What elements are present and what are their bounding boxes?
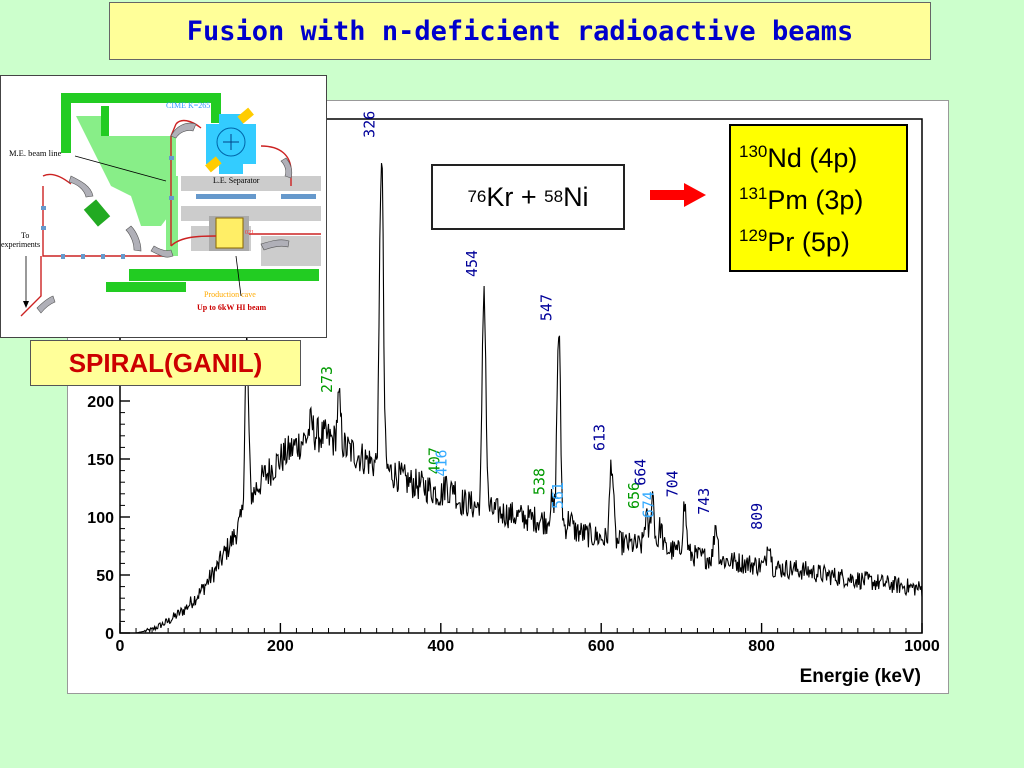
product-pr: 129Pr (5p) [739,226,850,257]
spectrum-curve [120,163,923,634]
cyclotron-icon [205,107,256,174]
plus-sign: + [513,181,545,212]
pointer-lines [25,155,242,301]
target-mass: 58 [544,187,564,206]
gray-areas [181,176,321,266]
peak-label-743: 743 [695,488,713,515]
green-areas [76,116,178,256]
y-tick-label: 0 [105,626,114,643]
down-arrow-icon [23,301,29,308]
peak-label-538: 538 [530,468,548,495]
product-nd: 130Nd (4p) [739,142,858,173]
peak-label-656: 656 [625,482,643,509]
le-separator-label: L.E. Separator [213,176,260,185]
slide-title: Fusion with n-deficient radioactive beam… [186,15,854,47]
spectrum-line [120,163,923,634]
peak-label-273: 273 [318,366,336,393]
peak-label-454: 454 [463,250,481,277]
projectile-mass: 76 [467,187,487,206]
x-tick-label: 800 [748,638,775,655]
peak-label-326: 326 [360,111,378,138]
products-box: 130Nd (4p) 131Pm (3p) 129Pr (5p) [729,124,908,272]
x-tick-label: 200 [267,638,294,655]
y-tick-label: 100 [87,510,114,527]
magnets [36,122,293,314]
facility-schematic: CIME K=265 M.E. beam line L.E. Separator… [1,93,321,317]
cime-label: CIME K=265 [166,101,210,110]
peak-label-407: 407 [425,447,443,474]
projectile-element: Kr [486,181,514,212]
peak-label-704: 704 [664,470,682,497]
me-beam-line-label: M.E. beam line [9,148,62,158]
product-pm: 131Pm (3p) [739,184,864,215]
y-tick-label: 50 [96,568,114,585]
peak-label-547: 547 [538,294,556,321]
beam-elements [41,156,316,259]
right-arrow-icon [650,183,706,207]
y-tick-label: 200 [87,394,114,411]
x-tick-label: 0 [116,638,125,655]
x-tick-label: 1000 [904,638,940,655]
production-cave-label: Production cave [204,290,256,299]
target-element: Ni [563,181,589,212]
production-cave-icon [209,216,249,251]
x-tick-label: 400 [427,638,454,655]
x-tick-label: 600 [588,638,615,655]
peak-label-416: 416 [433,449,451,476]
peak-label-613: 613 [591,424,609,451]
x-axis-label: Energie (keV) [800,666,921,687]
shielding-walls [61,93,319,292]
spiral-label-box: SPIRAL(GANIL) [30,340,301,386]
title-box: Fusion with n-deficient radioactive beam… [109,2,931,60]
experiments-label: experiments [1,240,40,249]
small-number-label: 021 [245,230,254,236]
facility-diagram: CIME K=265 M.E. beam line L.E. Separator… [0,75,327,338]
peak-label-674: 674 [640,491,658,518]
peak-label-561: 561 [549,482,567,509]
to-label: To [21,231,29,240]
y-tick-label: 150 [87,452,114,469]
spiral-label: SPIRAL(GANIL) [68,347,263,378]
peak-label-809: 809 [748,503,766,530]
reaction-box: 76 Kr + 58 Ni [431,164,625,230]
beam-power-label: Up to 6kW HI beam [197,303,267,312]
peak-label-664: 664 [632,459,650,486]
